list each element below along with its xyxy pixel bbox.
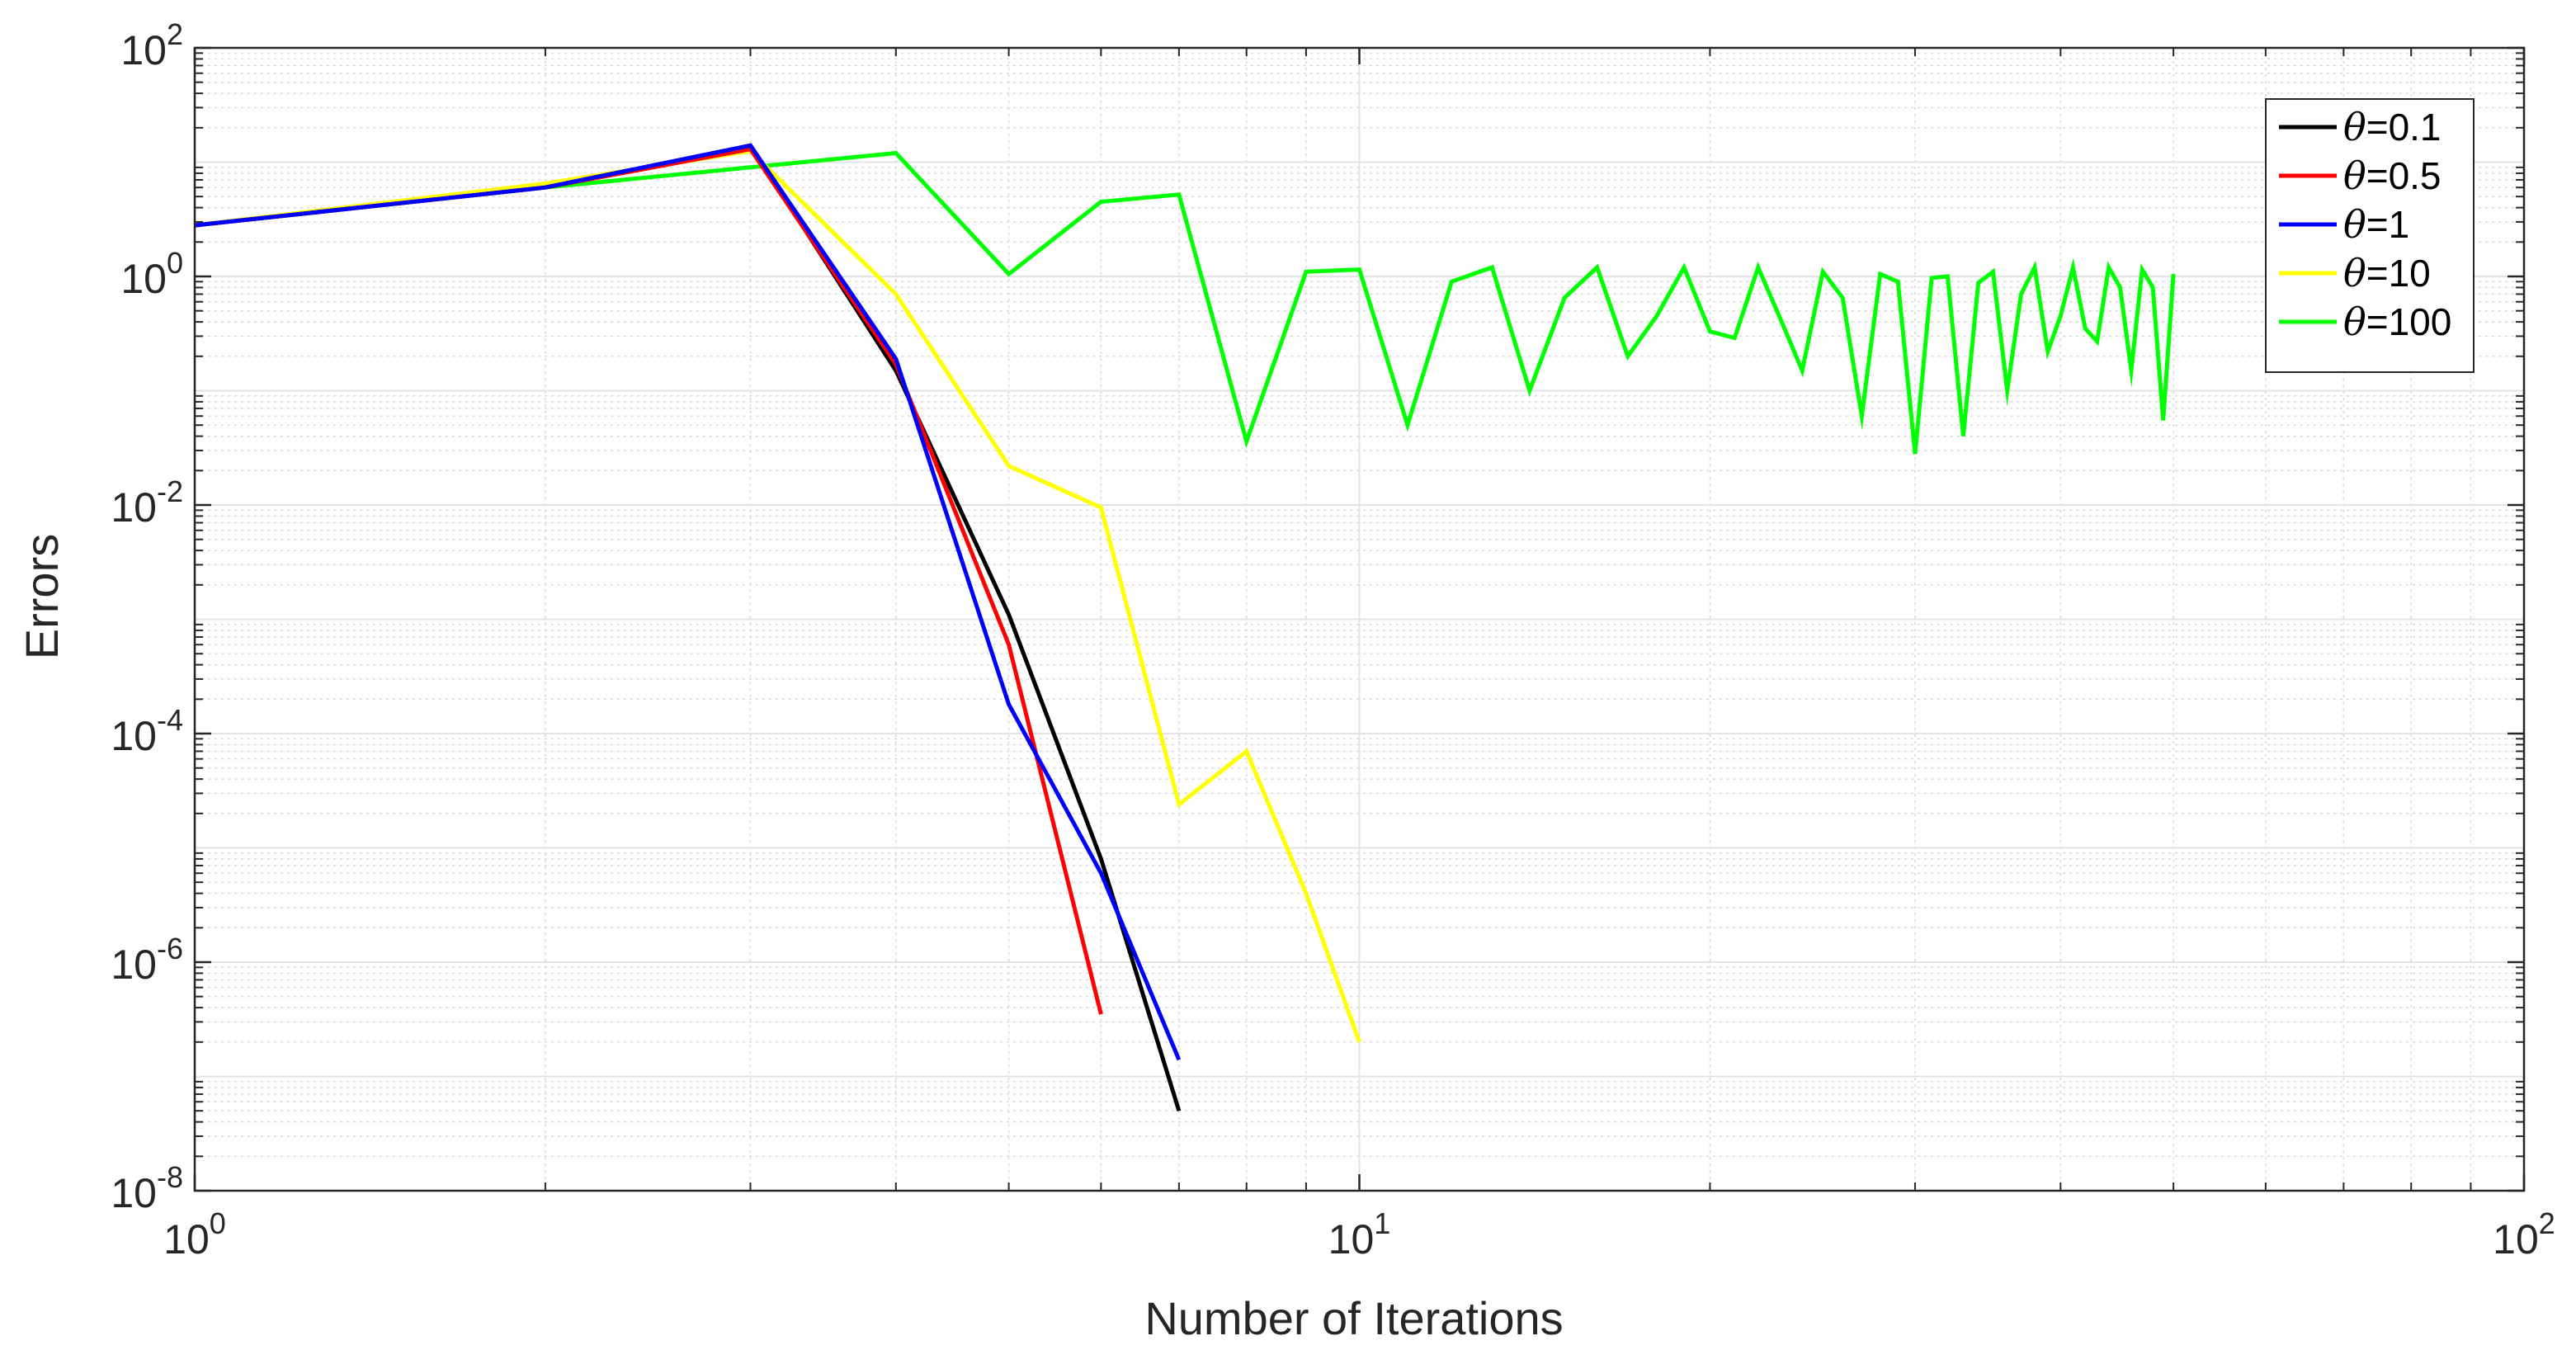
legend-label: θ=1 [2343,202,2409,247]
legend-label: θ=100 [2343,300,2451,344]
x-tick-label-base: 10 [1328,1216,1375,1263]
plot-area [193,46,2526,1192]
y-tick-label: 10-2 [111,474,183,531]
legend: θ=0.1θ=0.5θ=1θ=10θ=100 [2265,98,2475,373]
y-tick-label-exponent: 0 [167,246,183,280]
minor-grid [195,48,2524,1191]
y-tick-label-base: 10 [111,713,157,759]
y-tick-label: 102 [120,17,183,73]
legend-label-symbol: θ [2343,105,2366,149]
x-tick-label-base: 10 [163,1216,210,1263]
tick-marks [193,46,2526,1192]
x-tick-labels: 100 101 102 [163,1206,2555,1263]
y-tick-label-base: 10 [120,27,167,73]
y-tick-label-exponent: 2 [167,17,183,51]
series-line-3 [194,143,1182,1061]
x-tick-label-exponent: 2 [2539,1206,2555,1240]
y-tick-label-base: 10 [111,484,157,531]
x-tick-label: 101 [1328,1206,1391,1263]
y-tick-label: 10-4 [111,703,183,759]
legend-label-value: =10 [2366,252,2431,295]
legend-label-symbol: θ [2343,251,2366,295]
legend-label: θ=10 [2343,251,2431,295]
legend-label-symbol: θ [2343,202,2366,247]
x-tick-label-base: 10 [2493,1216,2539,1263]
y-axis-title: Errors [16,534,68,659]
x-tick-label: 100 [163,1206,226,1263]
y-tick-label: 100 [120,246,183,302]
y-tick-label-exponent: -4 [157,703,183,737]
legend-label-symbol: θ [2343,153,2366,198]
y-tick-label-base: 10 [111,942,157,988]
x-tick-label-exponent: 1 [1374,1206,1390,1240]
legend-label-symbol: θ [2343,300,2366,344]
y-tick-label-base: 10 [120,256,167,302]
y-tick-label-exponent: -2 [157,474,183,508]
legend-label-value: =0.5 [2366,154,2442,197]
series-line-5 [194,150,2176,455]
y-tick-label: 10-8 [111,1160,183,1216]
y-tick-label-base: 10 [111,1170,157,1216]
x-axis-title: Number of Iterations [1144,1292,1563,1344]
series-layer [194,143,2176,1111]
legend-label-value: =1 [2366,203,2409,246]
legend-label-value: =100 [2366,300,2452,343]
legend-label: θ=0.1 [2343,105,2442,149]
y-tick-label-exponent: -6 [157,932,183,965]
y-tick-label-exponent: -8 [157,1160,183,1194]
x-tick-label-exponent: 0 [210,1206,226,1240]
legend-label-value: =0.1 [2366,106,2442,149]
y-tick-label: 10-6 [111,932,183,988]
x-tick-label: 102 [2493,1206,2555,1263]
legend-label: θ=0.5 [2343,153,2442,198]
legend-box [2265,98,2475,373]
